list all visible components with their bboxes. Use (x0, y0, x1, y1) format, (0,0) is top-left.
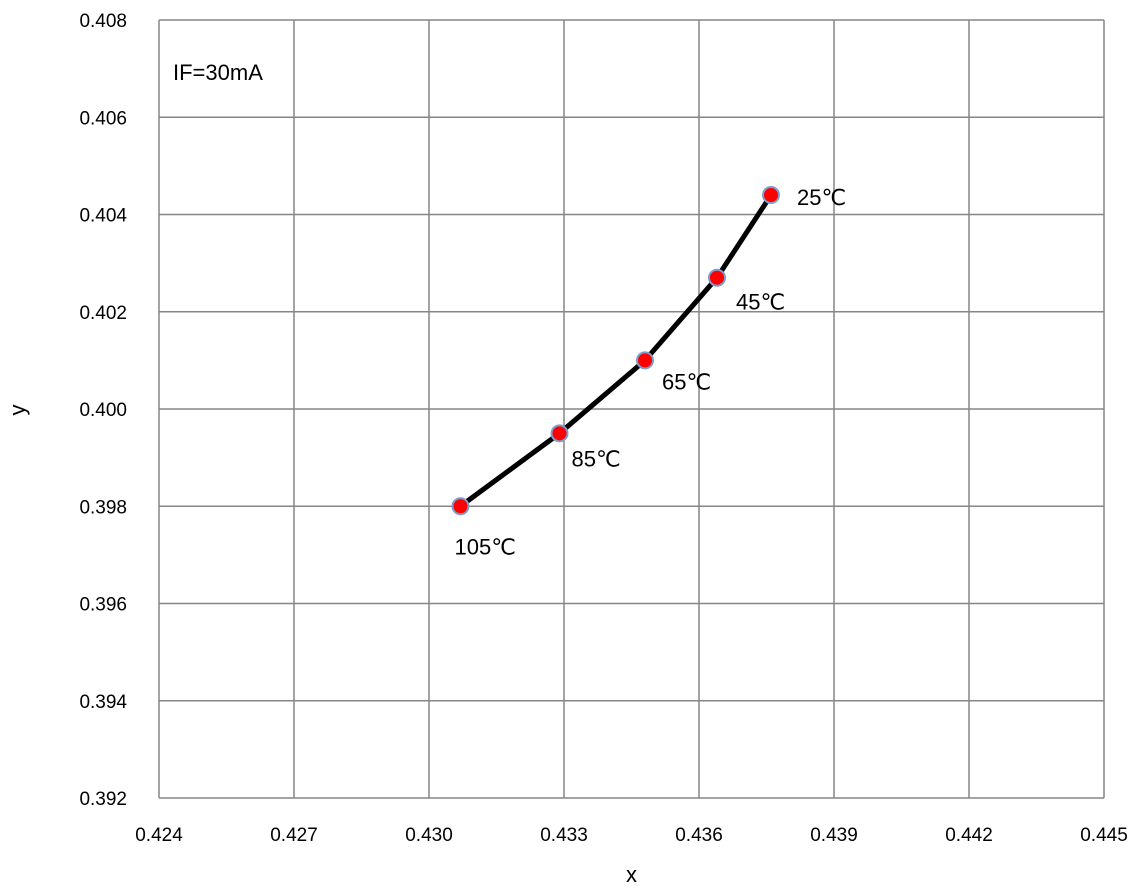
data-point (636, 351, 654, 370)
point-label: 85℃ (572, 446, 621, 471)
data-points (451, 186, 780, 516)
x-axis-label: x (626, 862, 637, 887)
y-tick-label: 0.400 (79, 400, 127, 421)
gridlines (158, 19, 1105, 799)
y-axis-label: y (5, 405, 30, 416)
point-label: 25℃ (797, 185, 846, 210)
y-tick-label: 0.396 (79, 595, 127, 616)
x-tick-label: 0.445 (1080, 825, 1128, 846)
point-label: 45℃ (736, 290, 785, 315)
x-tick-label: 0.436 (675, 825, 723, 846)
y-tick-label: 0.398 (79, 497, 127, 518)
y-tick-label: 0.402 (79, 303, 127, 324)
data-point-labels: 105℃ 85℃ 65℃ 45℃ 25℃ (455, 185, 847, 559)
y-tick-label: 0.404 (79, 206, 127, 227)
y-tick-label: 0.394 (79, 692, 127, 713)
y-tick-label: 0.406 (79, 108, 127, 129)
x-tick-label: 0.442 (945, 825, 993, 846)
point-label: 65℃ (662, 369, 711, 394)
data-point (762, 186, 780, 205)
x-tick-label: 0.424 (135, 825, 183, 846)
x-tick-label: 0.427 (270, 825, 318, 846)
data-point (708, 268, 726, 287)
point-label: 105℃ (455, 534, 516, 559)
data-point (550, 424, 569, 443)
x-tick-label: 0.439 (810, 825, 858, 846)
x-tick-labels: 0.424 0.427 0.430 0.433 0.436 0.439 0.442 0.445 (135, 825, 1128, 846)
y-tick-label: 0.408 (79, 11, 127, 32)
annotation-text: IF=30mA (173, 60, 263, 85)
x-tick-label: 0.433 (540, 825, 588, 846)
x-tick-label: 0.430 (405, 825, 453, 846)
data-point (451, 497, 470, 516)
y-tick-labels: 0.392 0.394 0.396 0.398 0.400 0.402 0.404 0.406… (79, 11, 127, 810)
y-tick-label: 0.392 (79, 789, 127, 810)
